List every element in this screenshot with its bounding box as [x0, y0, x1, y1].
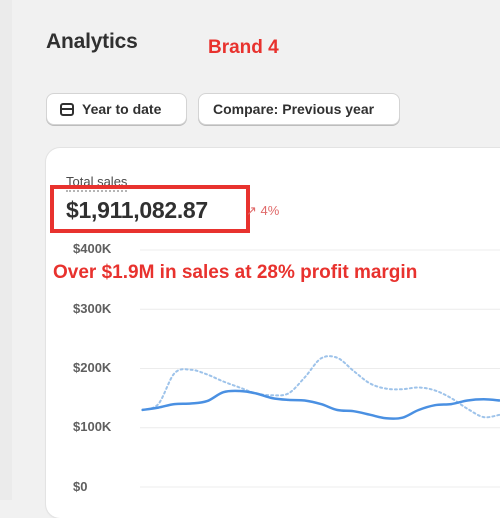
sales-card [46, 148, 500, 518]
page-edge [0, 0, 12, 500]
previous-period-line [141, 355, 500, 419]
sales-chart [140, 249, 500, 488]
compare-button[interactable]: Compare: Previous year [198, 93, 400, 125]
highlight-box [50, 185, 250, 233]
arrow-up-icon: ↗ [246, 203, 257, 218]
y-tick-label: $300K [73, 301, 112, 316]
date-range-label: Year to date [82, 101, 162, 117]
y-tick-label: $100K [73, 419, 112, 434]
page-title: Analytics [46, 30, 138, 53]
metric-delta: ↗ 4% [246, 203, 279, 219]
y-tick-label: $200K [73, 360, 112, 375]
brand-annotation: Brand 4 [208, 37, 279, 58]
compare-label: Compare: Previous year [213, 101, 375, 117]
profit-annotation: Over $1.9M in sales at 28% profit margin [53, 262, 418, 283]
metric-value: $1,911,082.87 [66, 197, 208, 223]
date-range-button[interactable]: Year to date [46, 93, 187, 125]
current-period-line [141, 389, 500, 420]
y-tick-label: $400K [73, 241, 112, 256]
metric-delta-value: 4% [260, 203, 280, 218]
calendar-icon [60, 102, 74, 116]
y-tick-label: $0 [73, 479, 88, 494]
